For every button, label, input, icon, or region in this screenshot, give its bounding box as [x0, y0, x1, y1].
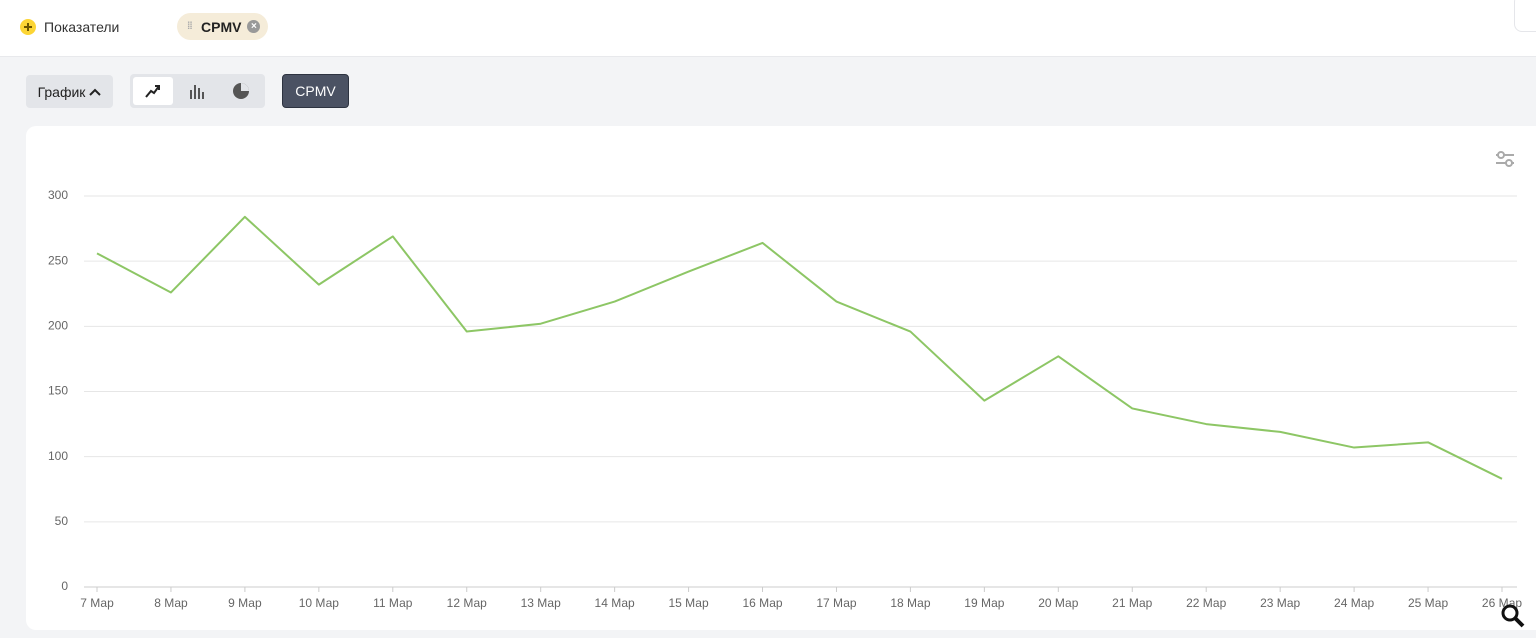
plus-icon: [20, 19, 36, 35]
x-tick-label: 12 Мар: [447, 596, 487, 610]
grip-icon: ⁞⁞: [187, 20, 193, 32]
view-label: График: [37, 83, 86, 100]
y-tick-label: 300: [48, 188, 68, 202]
metric-button[interactable]: CPMV: [282, 74, 349, 108]
remove-icon[interactable]: ×: [247, 20, 261, 33]
y-tick-label: 0: [61, 579, 68, 593]
zoom-icon[interactable]: [1500, 603, 1526, 629]
x-tick-label: 9 Мар: [228, 596, 262, 610]
chart-card: 0 50 100 150 200 250 300 7 Мар 8 Мар 9 Мар 10 Мар 1…: [26, 126, 1536, 630]
chip-label: CPMV: [201, 18, 242, 35]
line-chart-icon[interactable]: [144, 82, 162, 100]
x-tick-label: 21 Мар: [1112, 596, 1152, 610]
metrics-button[interactable]: Показатели: [20, 16, 119, 38]
y-tick-label: 200: [48, 319, 68, 333]
corner-panel: [1514, 0, 1536, 32]
x-tick-label: 8 Мар: [154, 596, 188, 610]
metric-chip[interactable]: ⁞⁞ CPMV ×: [177, 13, 269, 40]
chevron-icon: [89, 88, 102, 96]
chart: 0 50 100 150 200 250 300 7 Мар 8 Мар 9 Мар 10 Мар 1…: [48, 188, 1522, 610]
active-option: [133, 77, 173, 105]
metrics-label: Показатели: [44, 19, 120, 35]
y-tick-label: 150: [48, 384, 68, 398]
metric-button-label: CPMV: [295, 83, 336, 99]
chart-type-switch: [130, 74, 265, 108]
x-tick-label: 18 Мар: [890, 596, 930, 610]
x-tick-label: 11 Мар: [373, 596, 413, 610]
settings-icon[interactable]: [1495, 150, 1515, 168]
bar-chart-icon[interactable]: [188, 82, 206, 100]
x-tick-label: 14 Мар: [595, 596, 635, 610]
x-tick-label: 13 Мар: [521, 596, 561, 610]
x-tick-label: 7 Мар: [80, 596, 114, 610]
view-button[interactable]: График: [26, 75, 113, 108]
line: [96, 215, 1503, 480]
x-tick-label: 22 Мар: [1186, 596, 1226, 610]
pie-chart-icon[interactable]: [232, 82, 250, 100]
x-tick-label: 16 Мар: [742, 596, 782, 610]
x-tick-label: 10 Мар: [299, 596, 339, 610]
x-tick-label: 15 Мар: [668, 596, 708, 610]
y-tick-label: 250: [48, 253, 68, 267]
x-tick-label: 24 Мар: [1334, 596, 1374, 610]
y-tick-label: 100: [48, 449, 68, 463]
x-tick-label: 23 Мар: [1260, 596, 1300, 610]
x-tick-label: 20 Мар: [1038, 596, 1078, 610]
x-tick-label: 19 Мар: [964, 596, 1004, 610]
x-tick-label: 17 Мар: [816, 596, 856, 610]
y-tick-label: 50: [55, 514, 69, 528]
top-bar: Показатели ⁞⁞ CPMV ×: [0, 0, 1536, 57]
x-tick-label: 25 Мар: [1408, 596, 1448, 610]
